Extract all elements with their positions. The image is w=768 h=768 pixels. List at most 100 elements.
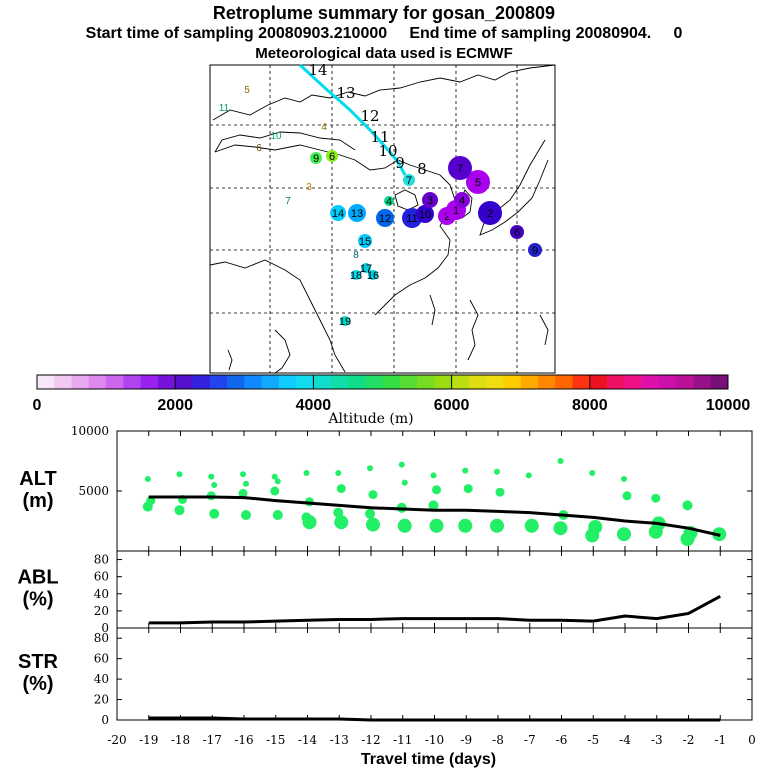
time-series-panels: 500010000ALT(m)020406080ABL(%)020406080S…	[17, 424, 755, 768]
colorbar-cell	[451, 375, 470, 389]
map-dot-label: 19	[339, 316, 351, 328]
map-day-label: 10	[378, 142, 397, 160]
colorbar-cell	[347, 375, 366, 389]
colorbar-cell	[37, 375, 55, 389]
plume-dot	[335, 470, 342, 476]
plume-dot	[209, 508, 220, 519]
y-tick-label: 80	[94, 553, 109, 567]
plume-dot	[428, 500, 439, 511]
map-dot	[422, 192, 438, 208]
colorbar-cell	[365, 375, 383, 389]
colorbar-cell	[106, 375, 124, 389]
plume-dot	[398, 461, 405, 468]
coastline	[209, 259, 346, 373]
plume-dot	[462, 467, 469, 474]
plume-dot	[432, 485, 441, 495]
map-dot	[376, 209, 394, 227]
y-tick-label: 10000	[71, 424, 109, 438]
coastline	[394, 189, 419, 211]
plume-dot	[458, 518, 473, 533]
map-dot-label: 13	[351, 208, 363, 220]
plume-dot	[430, 472, 437, 479]
page-title: Retroplume summary for gosan_200809	[212, 3, 556, 23]
map-day-label: 3	[306, 182, 312, 193]
plume-dot	[622, 491, 632, 501]
plume-dot	[495, 487, 505, 497]
trajectory-line	[298, 63, 407, 176]
panel-frame	[116, 550, 753, 629]
plume-dot	[241, 510, 251, 520]
y-tick-label: 20	[94, 604, 109, 618]
plume-dot	[208, 473, 215, 480]
colorbar-tick-label: 0	[33, 397, 42, 414]
plume-dot	[368, 490, 378, 500]
coastline	[467, 299, 479, 361]
map-dot-label: 12	[379, 213, 391, 225]
plume-dot	[303, 470, 310, 476]
map-dot-label: 11	[406, 213, 417, 225]
plume-dot	[494, 468, 500, 475]
coastline	[374, 164, 456, 316]
map-day-label: 12	[360, 107, 379, 125]
x-tick-label: -15	[266, 733, 285, 747]
plume-dot	[272, 510, 283, 520]
colorbar-cell	[572, 375, 591, 389]
plume-dot	[174, 505, 185, 516]
plume-dot	[680, 532, 695, 546]
x-tick-label: -4	[619, 733, 631, 747]
map-dot-label: 9	[313, 153, 319, 165]
y-tick-label: 0	[101, 621, 109, 635]
plume-dot	[648, 524, 663, 539]
colorbar-cell	[192, 375, 211, 389]
map-dot	[348, 204, 366, 222]
plume-dot	[557, 458, 564, 464]
map-dot	[310, 152, 322, 164]
colorbar-cell	[175, 375, 193, 389]
colorbar-cell	[658, 375, 677, 389]
map-dot	[466, 170, 490, 194]
plume-dot	[589, 470, 596, 476]
plume-dot	[238, 488, 248, 498]
colorbar-cell	[555, 375, 573, 389]
x-tick-label: -20	[107, 733, 126, 747]
y-tick-label: 60	[94, 570, 109, 584]
colorbar-cell	[313, 375, 331, 389]
plume-dot	[333, 507, 344, 518]
plume-dot	[401, 479, 408, 486]
plume-dot	[429, 518, 444, 533]
x-tick-label: -9	[460, 733, 472, 747]
x-tick-label: -13	[330, 733, 349, 747]
plume-dot	[490, 518, 504, 533]
map-day-label: 4	[321, 122, 327, 133]
colorbar-cell	[382, 375, 401, 389]
coastline	[214, 131, 356, 153]
x-tick-label: -8	[492, 733, 504, 747]
map-day-label: 14	[308, 61, 327, 79]
x-tick-label: -16	[234, 733, 253, 747]
plume-dot	[553, 521, 568, 536]
panel-frame	[116, 627, 753, 721]
colorbar-cell	[140, 375, 159, 389]
x-axis-label: Travel time (days)	[361, 751, 496, 768]
series-line	[148, 495, 721, 537]
x-tick-label: -1	[714, 733, 726, 747]
map-dot	[528, 243, 542, 257]
map-dot-label: 18	[350, 270, 362, 282]
map-dot-label: 15	[359, 236, 371, 248]
y-tick-label: 0	[101, 713, 109, 727]
colorbar-label: Altitude (m)	[327, 411, 413, 427]
colorbar-cell	[676, 375, 694, 389]
map-dot	[358, 234, 372, 248]
plume-dot	[334, 515, 349, 530]
map-dot	[478, 201, 502, 225]
map-dot	[330, 205, 346, 221]
map-dot-label: 7	[457, 163, 463, 175]
colorbar-cell	[468, 375, 487, 389]
x-tick-label: -12	[361, 733, 380, 747]
map-day-label: 9	[395, 154, 405, 172]
y-tick-label: 40	[94, 587, 109, 601]
plume-dot	[524, 518, 539, 533]
colorbar-cell	[88, 375, 107, 389]
